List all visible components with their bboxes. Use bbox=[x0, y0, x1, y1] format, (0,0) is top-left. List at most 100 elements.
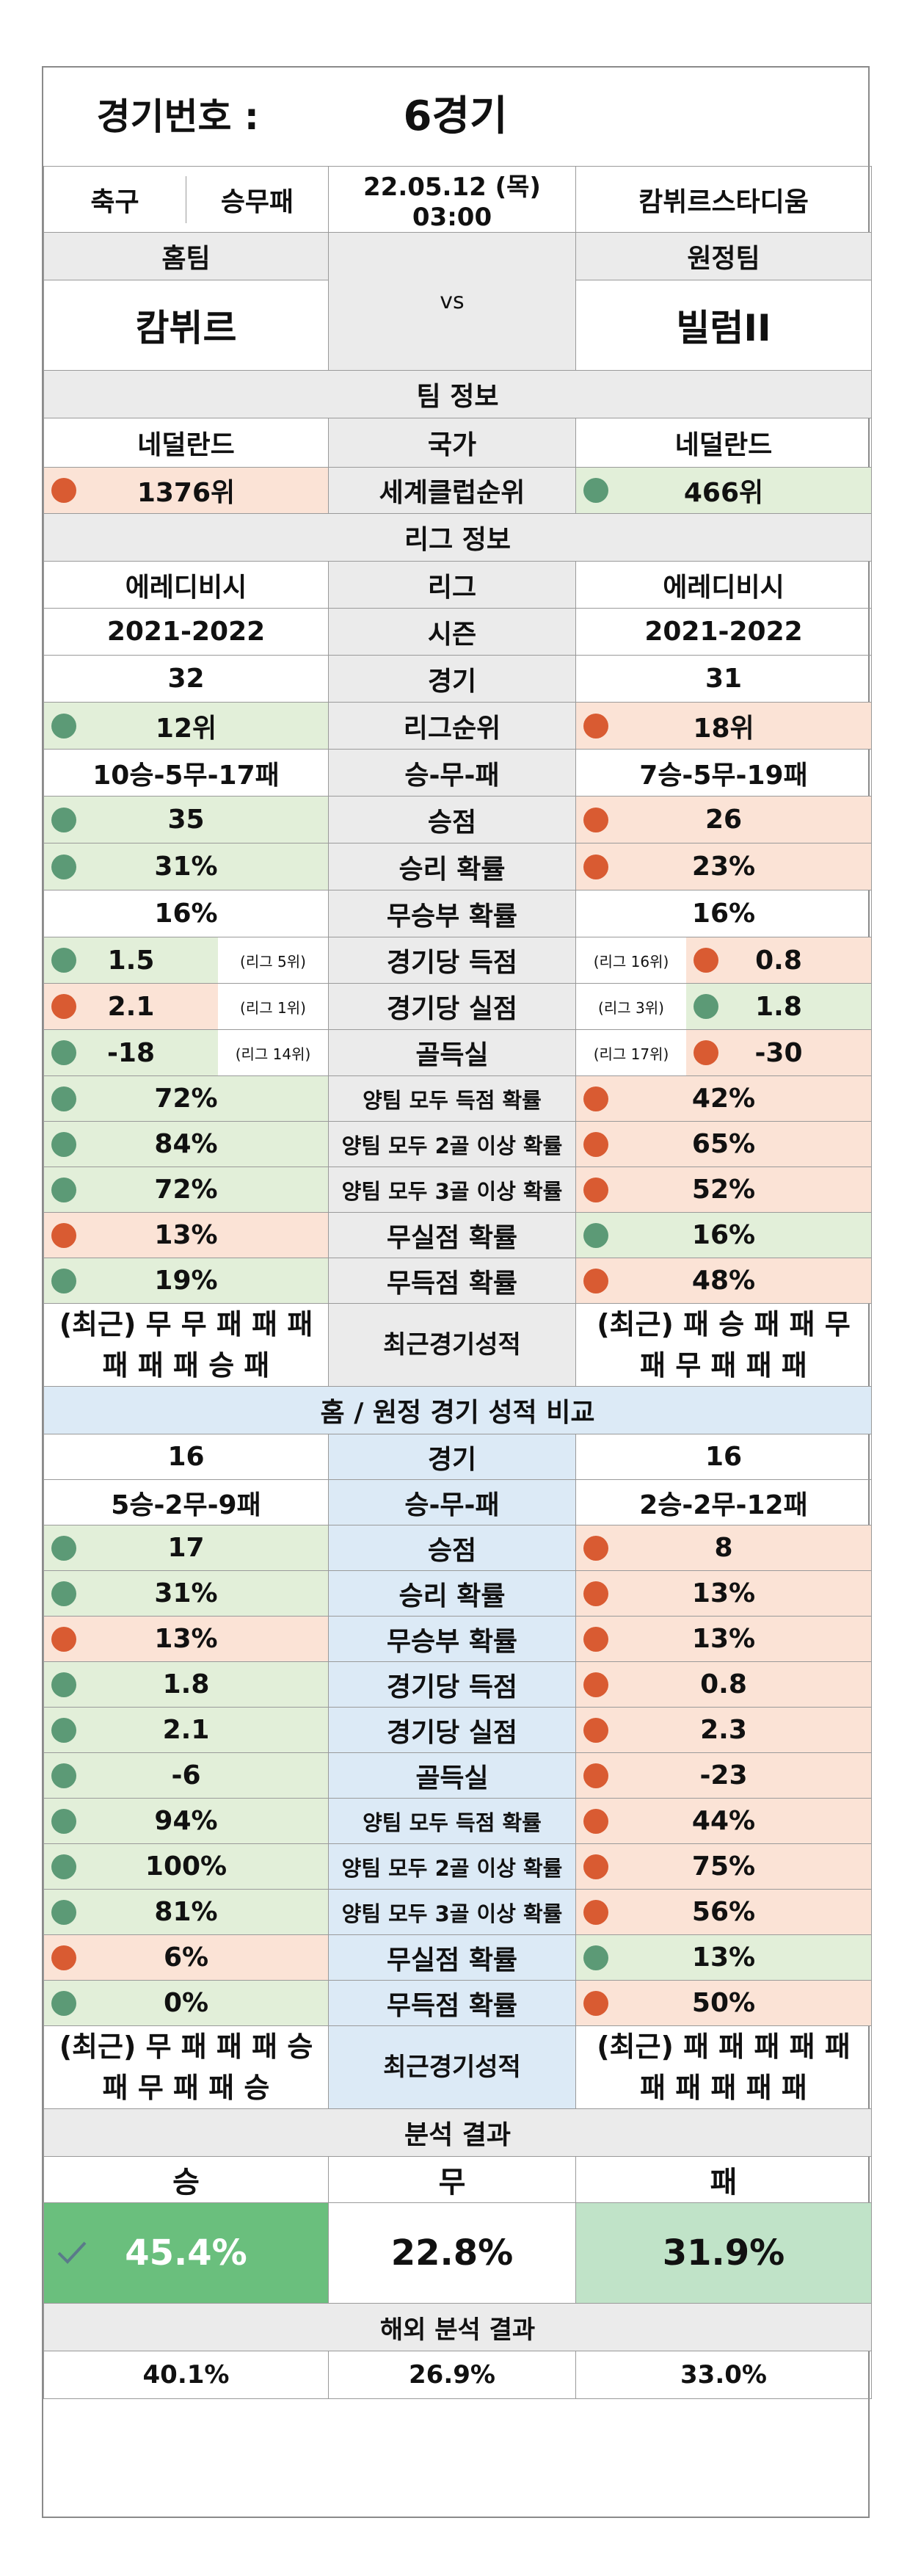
home-club-rank: 1376위 bbox=[43, 467, 329, 514]
stat-label: 리그순위 bbox=[328, 702, 576, 750]
stat-label: 경기당 득점 bbox=[328, 937, 576, 984]
stat-row: 19% 무득점 확률 48% bbox=[43, 1258, 872, 1304]
stat-row: 31% 승리 확률 23% bbox=[43, 843, 872, 890]
away-stat-value: 52% bbox=[575, 1167, 872, 1213]
stat-label: 골득실 bbox=[328, 1029, 576, 1076]
recent-results-label: 최근경기성적 bbox=[328, 2025, 576, 2109]
overseas-draw: 26.9% bbox=[328, 2351, 576, 2399]
stat-rank-row: -18 (리그 14위) 골득실 (리그 17위) -30 bbox=[43, 1029, 872, 1076]
status-dot-icon bbox=[51, 1086, 76, 1111]
status-dot-icon bbox=[583, 713, 608, 739]
stat-label: 무실점 확률 bbox=[328, 1212, 576, 1258]
stat-row: 94% 양팀 모두 득점 확률 44% bbox=[43, 1798, 872, 1844]
status-dot-icon bbox=[583, 1945, 608, 1970]
home-stat-value: 72% bbox=[43, 1167, 329, 1213]
status-dot-icon bbox=[583, 478, 608, 503]
status-dot-icon bbox=[583, 1672, 608, 1697]
home-stat-value: 2.1 bbox=[43, 1707, 329, 1753]
status-dot-icon bbox=[51, 1899, 76, 1925]
stat-row: 2.1 경기당 실점 2.3 bbox=[43, 1707, 872, 1753]
stat-row: 72% 양팀 모두 득점 확률 42% bbox=[43, 1075, 872, 1122]
home-stat-value: 100% bbox=[43, 1843, 329, 1890]
status-dot-icon bbox=[51, 1535, 76, 1561]
away-stat-value: (리그 17위) -30 bbox=[575, 1029, 872, 1076]
stat-row: 6% 무실점 확률 13% bbox=[43, 1934, 872, 1981]
away-stat-value: 56% bbox=[575, 1889, 872, 1935]
away-country: 네덜란드 bbox=[575, 418, 872, 468]
stat-label: 무득점 확률 bbox=[328, 1258, 576, 1304]
league-rank-note: (리그 1위) bbox=[218, 984, 328, 1029]
stat-row: 에레디비시 리그 에레디비시 bbox=[43, 561, 872, 609]
away-stat-value: 16 bbox=[575, 1434, 872, 1480]
stat-row: 84% 양팀 모두 2골 이상 확률 65% bbox=[43, 1121, 872, 1167]
status-dot-icon bbox=[583, 1131, 608, 1157]
status-dot-icon bbox=[583, 1717, 608, 1743]
stat-label: 승리 확률 bbox=[328, 843, 576, 890]
sport-label: 축구 bbox=[45, 175, 186, 223]
away-stat-value: 13% bbox=[575, 1570, 872, 1617]
status-dot-icon bbox=[51, 1717, 76, 1743]
away-stat-value: 16% bbox=[575, 1212, 872, 1258]
status-dot-icon bbox=[51, 478, 76, 503]
stat-row: 13% 무실점 확률 16% bbox=[43, 1212, 872, 1258]
stat-row: 0% 무득점 확률 50% bbox=[43, 1980, 872, 2026]
stat-label: 양팀 모두 2골 이상 확률 bbox=[328, 1121, 576, 1167]
stat-label: 양팀 모두 2골 이상 확률 bbox=[328, 1843, 576, 1890]
away-stat-value: 42% bbox=[575, 1075, 872, 1122]
home-country: 네덜란드 bbox=[43, 418, 329, 468]
stat-row: 5승-2무-9패 승-무-패 2승-2무-12패 bbox=[43, 1479, 872, 1525]
club-rank-label: 세계클럽순위 bbox=[328, 467, 576, 514]
stat-row: 13% 무승부 확률 13% bbox=[43, 1616, 872, 1662]
away-stat-value: 50% bbox=[575, 1980, 872, 2026]
home-stat-value: 6% bbox=[43, 1934, 329, 1981]
status-dot-icon bbox=[51, 1854, 76, 1879]
status-dot-icon bbox=[583, 854, 608, 879]
stat-label: 승-무-패 bbox=[328, 749, 576, 797]
team-info-title: 팀 정보 bbox=[43, 370, 872, 418]
status-dot-icon bbox=[583, 1177, 608, 1202]
overseas-lose: 33.0% bbox=[575, 2351, 872, 2399]
home-team-label: 홈팀 bbox=[43, 232, 329, 280]
stat-row: 81% 양팀 모두 3골 이상 확률 56% bbox=[43, 1889, 872, 1935]
away-stat-value: (리그 3위) 1.8 bbox=[575, 983, 872, 1030]
stat-label: 경기 bbox=[328, 1434, 576, 1480]
away-stat-value: 2승-2무-12패 bbox=[575, 1479, 872, 1525]
stat-label: 승-무-패 bbox=[328, 1479, 576, 1525]
check-icon bbox=[57, 2241, 87, 2264]
league-rank-rows: 1.5 (리그 5위) 경기당 득점 (리그 16위) 0.8 2.1 (리그 1위) 경기당… bbox=[43, 937, 872, 1076]
away-stat-value: 16% bbox=[575, 890, 872, 937]
away-stat-value: 44% bbox=[575, 1798, 872, 1844]
draw-probability: 22.8% bbox=[328, 2202, 576, 2304]
recent-results-label: 최근경기성적 bbox=[328, 1303, 576, 1387]
status-dot-icon bbox=[51, 1177, 76, 1202]
stat-row: 2021-2022 시즌 2021-2022 bbox=[43, 608, 872, 656]
away-stat-value: 75% bbox=[575, 1843, 872, 1890]
status-dot-icon bbox=[51, 1581, 76, 1606]
away-stat-value: 26 bbox=[575, 796, 872, 843]
stat-label: 승점 bbox=[328, 796, 576, 843]
home-stat-value: 에레디비시 bbox=[43, 561, 329, 609]
home-stat-value: 32 bbox=[43, 655, 329, 703]
game-number-value: 6경기 bbox=[403, 92, 508, 140]
title-row: 경기번호 : 6경기 bbox=[43, 68, 872, 167]
status-dot-icon bbox=[694, 994, 718, 1019]
home-stat-value: 10승-5무-17패 bbox=[43, 749, 329, 797]
stat-row: 16 경기 16 bbox=[43, 1434, 872, 1480]
status-dot-icon bbox=[583, 1626, 608, 1652]
away-stat-value: 18위 bbox=[575, 702, 872, 750]
away-stat-value: 31 bbox=[575, 655, 872, 703]
home-stat-value: 94% bbox=[43, 1798, 329, 1844]
away-stat-value: 48% bbox=[575, 1258, 872, 1304]
away-stat-value: 2021-2022 bbox=[575, 608, 872, 656]
league-rank-note: (리그 5위) bbox=[218, 937, 328, 983]
away-stat-value: 0.8 bbox=[575, 1661, 872, 1708]
stat-label: 경기당 실점 bbox=[328, 983, 576, 1030]
stat-label: 양팀 모두 득점 확률 bbox=[328, 1075, 576, 1122]
stat-label: 양팀 모두 득점 확률 bbox=[328, 1798, 576, 1844]
status-dot-icon bbox=[694, 948, 718, 973]
status-dot-icon bbox=[51, 807, 76, 832]
